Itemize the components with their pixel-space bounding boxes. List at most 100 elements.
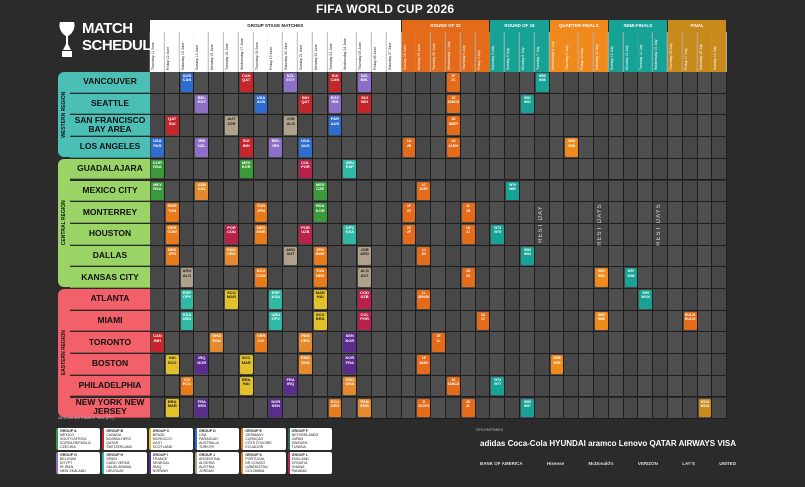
match-cell[interactable]: HAI SCO xyxy=(165,355,179,374)
match-cell[interactable]: ECU GER xyxy=(328,398,342,418)
match-cell[interactable]: IRN NZL xyxy=(195,138,209,157)
match-cell[interactable]: USA PAR xyxy=(151,138,164,157)
match-cell[interactable]: CIV ECU xyxy=(180,376,194,396)
match-cell[interactable]: NOR FRA xyxy=(343,355,357,374)
match-cell[interactable]: SWE TUN xyxy=(165,203,179,222)
match-cell[interactable]: ENG GHA xyxy=(299,355,312,374)
match-cell[interactable]: GHA PAN xyxy=(210,333,223,353)
match-cell[interactable]: AUT JOR xyxy=(225,116,238,136)
knockout-match-cell[interactable]: W99 W100 xyxy=(639,290,653,309)
match-cell[interactable]: SUI BIH xyxy=(358,94,371,114)
knockout-match-cell[interactable]: W86 W88 xyxy=(535,73,549,92)
match-cell[interactable]: BRA HAI xyxy=(239,376,253,396)
knockout-match-cell[interactable]: 1G 3AEHI xyxy=(447,138,460,157)
match-cell[interactable]: ECU CUW xyxy=(254,268,268,287)
knockout-match-cell[interactable]: RU101 RU102 xyxy=(683,311,697,331)
knockout-match-cell[interactable]: 1D 3BEFI xyxy=(447,116,460,136)
knockout-match-cell[interactable]: 1E 3ABCD xyxy=(447,94,460,114)
knockout-match-cell[interactable]: 2C 2F xyxy=(402,224,416,244)
match-cell[interactable]: CAN BIH xyxy=(151,333,164,353)
match-cell[interactable]: JOR ARG xyxy=(358,246,371,266)
knockout-match-cell[interactable]: 2E 1L xyxy=(432,333,445,353)
match-cell[interactable]: TUN JPN xyxy=(254,203,268,222)
knockout-match-cell[interactable]: 1A 2B xyxy=(402,138,416,157)
match-cell[interactable]: RSA KOR xyxy=(313,203,327,222)
match-cell[interactable]: SUI BIH xyxy=(239,138,253,157)
knockout-match-cell[interactable]: 2D 2G xyxy=(461,268,475,287)
match-cell[interactable]: JPN SWE xyxy=(313,246,327,266)
match-cell[interactable]: ENG CRO xyxy=(225,246,238,266)
knockout-match-cell[interactable]: 1C 3CEF xyxy=(417,181,431,201)
knockout-match-cell[interactable]: 2A 1C xyxy=(476,311,490,331)
match-cell[interactable]: ESP KSA xyxy=(269,290,283,309)
match-cell[interactable]: SCO BRA xyxy=(313,311,327,331)
knockout-match-cell[interactable]: 1F 2C xyxy=(447,73,460,92)
match-cell[interactable]: MEX CZE xyxy=(313,181,327,201)
knockout-match-cell[interactable]: W74 W77 xyxy=(491,376,505,396)
match-cell[interactable]: KSA URU xyxy=(180,311,194,331)
match-cell[interactable]: NOR SEN xyxy=(269,398,283,418)
match-cell[interactable]: COL POR xyxy=(358,311,371,331)
match-cell[interactable]: TUN NED xyxy=(313,268,327,287)
match-cell[interactable]: POR UZB xyxy=(299,224,312,244)
match-cell[interactable]: URU CPV xyxy=(269,311,283,331)
match-cell[interactable]: ALG AUT xyxy=(358,268,371,287)
match-cell[interactable]: ARG ALG xyxy=(180,268,194,287)
match-cell[interactable]: CRO GHA xyxy=(343,376,357,396)
match-cell[interactable]: USA AUS xyxy=(299,138,312,157)
knockout-match-cell[interactable]: W95 W96 xyxy=(595,311,608,331)
knockout-match-cell[interactable]: 1E 3ABC xyxy=(417,355,431,374)
match-cell[interactable]: SCO MAR xyxy=(225,290,238,309)
knockout-match-cell[interactable]: 1L 3EHIJK xyxy=(417,290,431,309)
match-cell[interactable]: SCO MAR xyxy=(239,355,253,374)
match-cell[interactable]: KOR RSA xyxy=(151,159,164,179)
match-cell[interactable]: CAN QAT xyxy=(239,73,253,92)
match-cell[interactable]: NZL BEL xyxy=(358,73,371,92)
knockout-match-cell[interactable]: W73 W75 xyxy=(491,224,505,244)
match-cell[interactable]: JOR ALG xyxy=(284,116,297,136)
match-cell[interactable]: USA AUS xyxy=(254,94,268,114)
match-cell[interactable]: NZL EGY xyxy=(284,73,297,92)
knockout-match-cell[interactable]: W81 W82 xyxy=(521,94,534,114)
match-cell[interactable]: MEX KOR xyxy=(239,159,253,179)
match-cell[interactable]: COD UZB xyxy=(358,290,371,309)
knockout-match-cell[interactable]: W85 W87 xyxy=(521,398,534,418)
match-cell[interactable]: BEL IRN xyxy=(269,138,283,157)
match-cell[interactable]: SUI CAN xyxy=(328,73,342,92)
match-cell[interactable]: URU ESP xyxy=(343,159,357,179)
match-cell[interactable]: PAN CRO xyxy=(299,333,312,353)
match-cell[interactable]: SEN NOR xyxy=(343,333,357,353)
match-cell[interactable]: NED JPN xyxy=(165,246,179,266)
match-cell[interactable]: CPV KSA xyxy=(343,224,357,244)
match-cell[interactable]: PAR AUS xyxy=(328,116,342,136)
knockout-match-cell[interactable]: 1E 3ABCD xyxy=(447,376,460,396)
knockout-match-cell[interactable]: 1I 3CDFG xyxy=(417,398,431,418)
match-cell[interactable]: BRA MAR xyxy=(165,398,179,418)
match-cell[interactable]: COL POR xyxy=(299,159,312,179)
match-cell[interactable]: QAT SUI xyxy=(165,116,179,136)
knockout-match-cell[interactable]: 1F 2C xyxy=(402,203,416,222)
match-cell[interactable]: BIH QAT xyxy=(299,94,312,114)
knockout-match-cell[interactable]: W101 W102 xyxy=(698,398,712,418)
match-cell[interactable]: GER CIV xyxy=(254,333,268,353)
knockout-match-cell[interactable]: 1J 2H xyxy=(417,246,431,266)
match-cell[interactable]: PAN ENG xyxy=(358,398,371,418)
match-cell[interactable]: IRQ NOR xyxy=(195,355,209,374)
match-cell[interactable]: ARG AUT xyxy=(284,246,297,266)
knockout-match-cell[interactable]: W97 W98 xyxy=(624,268,638,287)
match-cell[interactable]: POR COD xyxy=(225,224,238,244)
match-cell[interactable]: NED SWE xyxy=(254,224,268,244)
knockout-match-cell[interactable]: W93 W94 xyxy=(565,138,579,157)
knockout-match-cell[interactable]: W91 W92 xyxy=(595,268,608,287)
knockout-match-cell[interactable]: W89 W90 xyxy=(550,355,564,374)
match-cell[interactable]: ESP CPV xyxy=(180,290,194,309)
match-cell[interactable]: GER CUW xyxy=(165,224,179,244)
match-cell[interactable]: AUS CAN xyxy=(180,73,194,92)
knockout-match-cell[interactable]: 2L 1B xyxy=(461,203,475,222)
match-cell[interactable]: MAR HAI xyxy=(313,290,327,309)
match-cell[interactable]: BEL EGY xyxy=(195,94,209,114)
match-cell[interactable]: FRA SEN xyxy=(195,398,209,418)
knockout-match-cell[interactable]: W79 W80 xyxy=(506,181,519,201)
match-cell[interactable]: EGY IRN xyxy=(328,94,342,114)
knockout-match-cell[interactable]: W83 W84 xyxy=(521,246,534,266)
